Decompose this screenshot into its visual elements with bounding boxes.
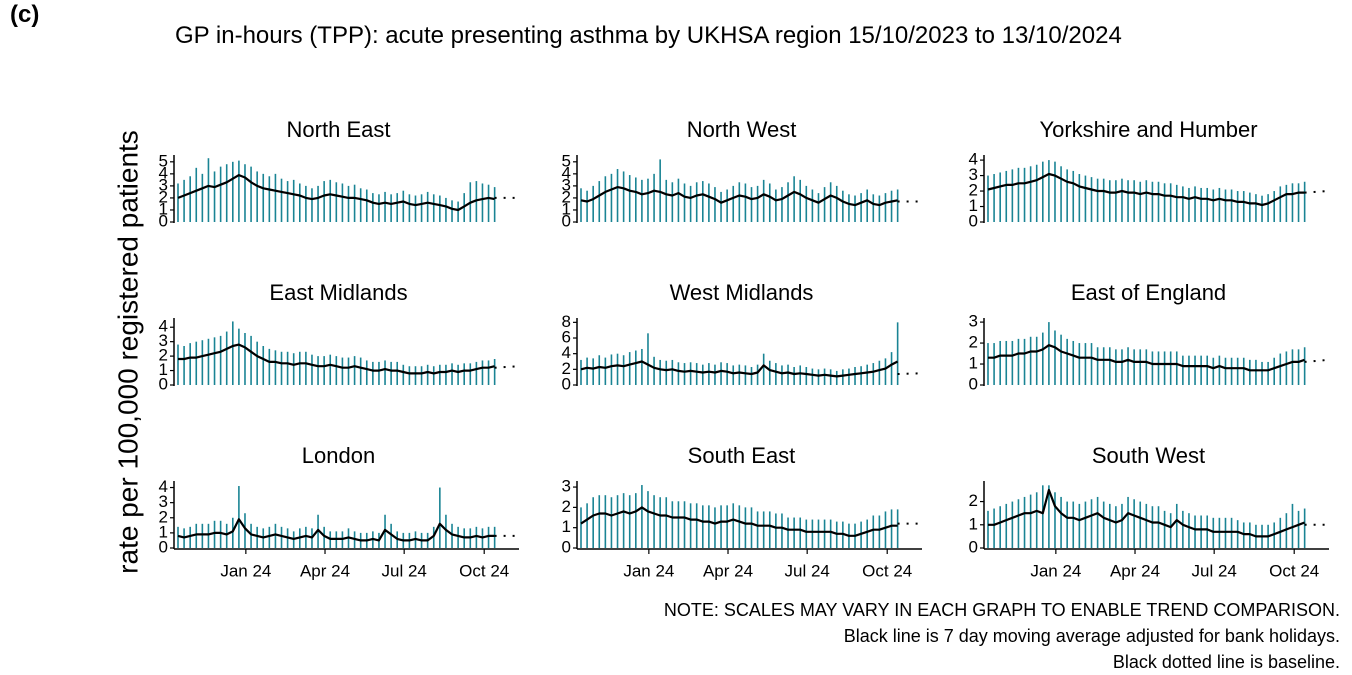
panel-title: South West [1092,443,1205,468]
y-tick-label: 0 [969,537,978,556]
note: Black dotted line is baseline. [1113,652,1340,672]
panel-title: East Midlands [269,280,407,305]
moving-average-line [177,518,495,542]
y-tick-label: 1 [159,360,168,379]
y-tick-label: 1 [969,354,978,373]
panel-title: East of England [1071,280,1226,305]
y-tick-label: 2 [562,359,571,378]
x-tick-label: Jan 24 [1030,561,1081,580]
x-tick-label: Jan 24 [623,561,674,580]
y-tick-label: 4 [969,150,978,169]
baseline [897,372,923,375]
y-tick-label: 0 [562,211,571,230]
x-tick-label: Jul 24 [381,561,426,580]
x-tick-label: Oct 24 [1269,561,1319,580]
y-tick-label: 5 [159,151,168,170]
figure-label: (c) [10,1,39,28]
x-tick-label: Apr 24 [1110,561,1160,580]
y-tick-label: 0 [562,374,571,393]
panel-title: London [302,443,375,468]
y-tick-label: 2 [159,346,168,365]
y-tick-label: 0 [159,211,168,230]
y-tick-label: 1 [969,196,978,215]
y-tick-label: 3 [159,492,168,511]
x-tick-label: Apr 24 [300,561,350,580]
y-tick-label: 6 [562,327,571,346]
y-tick-label: 0 [969,374,978,393]
baseline [494,365,520,369]
panel-title: North West [687,117,797,142]
panel-title: Yorkshire and Humber [1039,117,1257,142]
y-tick-label: 4 [562,163,571,182]
x-tick-label: Jul 24 [1191,561,1236,580]
y-tick-label: 2 [969,491,978,510]
panel-title: South East [688,443,796,468]
chart-title: GP in-hours (TPP): acute presenting asth… [175,22,1122,49]
note: NOTE: SCALES MAY VARY IN EACH GRAPH TO E… [664,600,1340,620]
panel-title: North East [287,117,391,142]
x-tick-label: Jan 24 [220,561,271,580]
y-tick-label: 2 [562,187,571,206]
y-tick-label: 1 [562,199,571,218]
y-tick-label: 3 [969,312,978,331]
moving-average-line [988,488,1305,538]
y-tick-label: 1 [159,199,168,218]
moving-average-line [987,172,1305,207]
y-tick-label: 3 [159,175,168,194]
y-tick-label: 1 [562,517,571,536]
y-tick-label: 0 [159,374,168,393]
y-tick-label: 4 [159,477,168,496]
baseline [1304,190,1330,194]
y-tick-label: 5 [562,151,571,170]
moving-average-line [988,344,1305,372]
moving-average-line [580,506,898,537]
y-tick-label: 3 [562,175,571,194]
y-axis-label: rate per 100,000 registered patients [112,130,143,574]
y-tick-label: 2 [969,333,978,352]
baseline [1304,358,1330,363]
x-tick-label: Oct 24 [459,561,509,580]
y-tick-label: 4 [159,163,168,182]
x-tick-label: Oct 24 [862,561,912,580]
y-tick-label: 1 [159,522,168,541]
moving-average-line [580,186,898,207]
y-tick-label: 3 [159,331,168,350]
y-tick-label: 0 [562,537,571,556]
moving-average-line [177,174,495,212]
y-tick-label: 0 [969,211,978,230]
y-tick-label: 4 [562,343,571,362]
y-tick-label: 2 [159,187,168,206]
y-tick-label: 4 [159,317,168,336]
moving-average-line [178,343,495,375]
y-tick-label: 3 [562,477,571,496]
x-tick-label: Apr 24 [703,561,753,580]
moving-average-line [580,360,899,378]
y-tick-label: 0 [159,537,168,556]
y-tick-label: 1 [969,514,978,533]
x-tick-label: Jul 24 [784,561,829,580]
y-tick-label: 2 [562,497,571,516]
y-tick-label: 2 [969,181,978,200]
panel-title: West Midlands [670,280,814,305]
y-tick-label: 3 [969,165,978,184]
note: Black line is 7 day moving average adjus… [844,626,1340,646]
y-tick-label: 8 [562,312,571,331]
y-tick-label: 2 [159,507,168,526]
